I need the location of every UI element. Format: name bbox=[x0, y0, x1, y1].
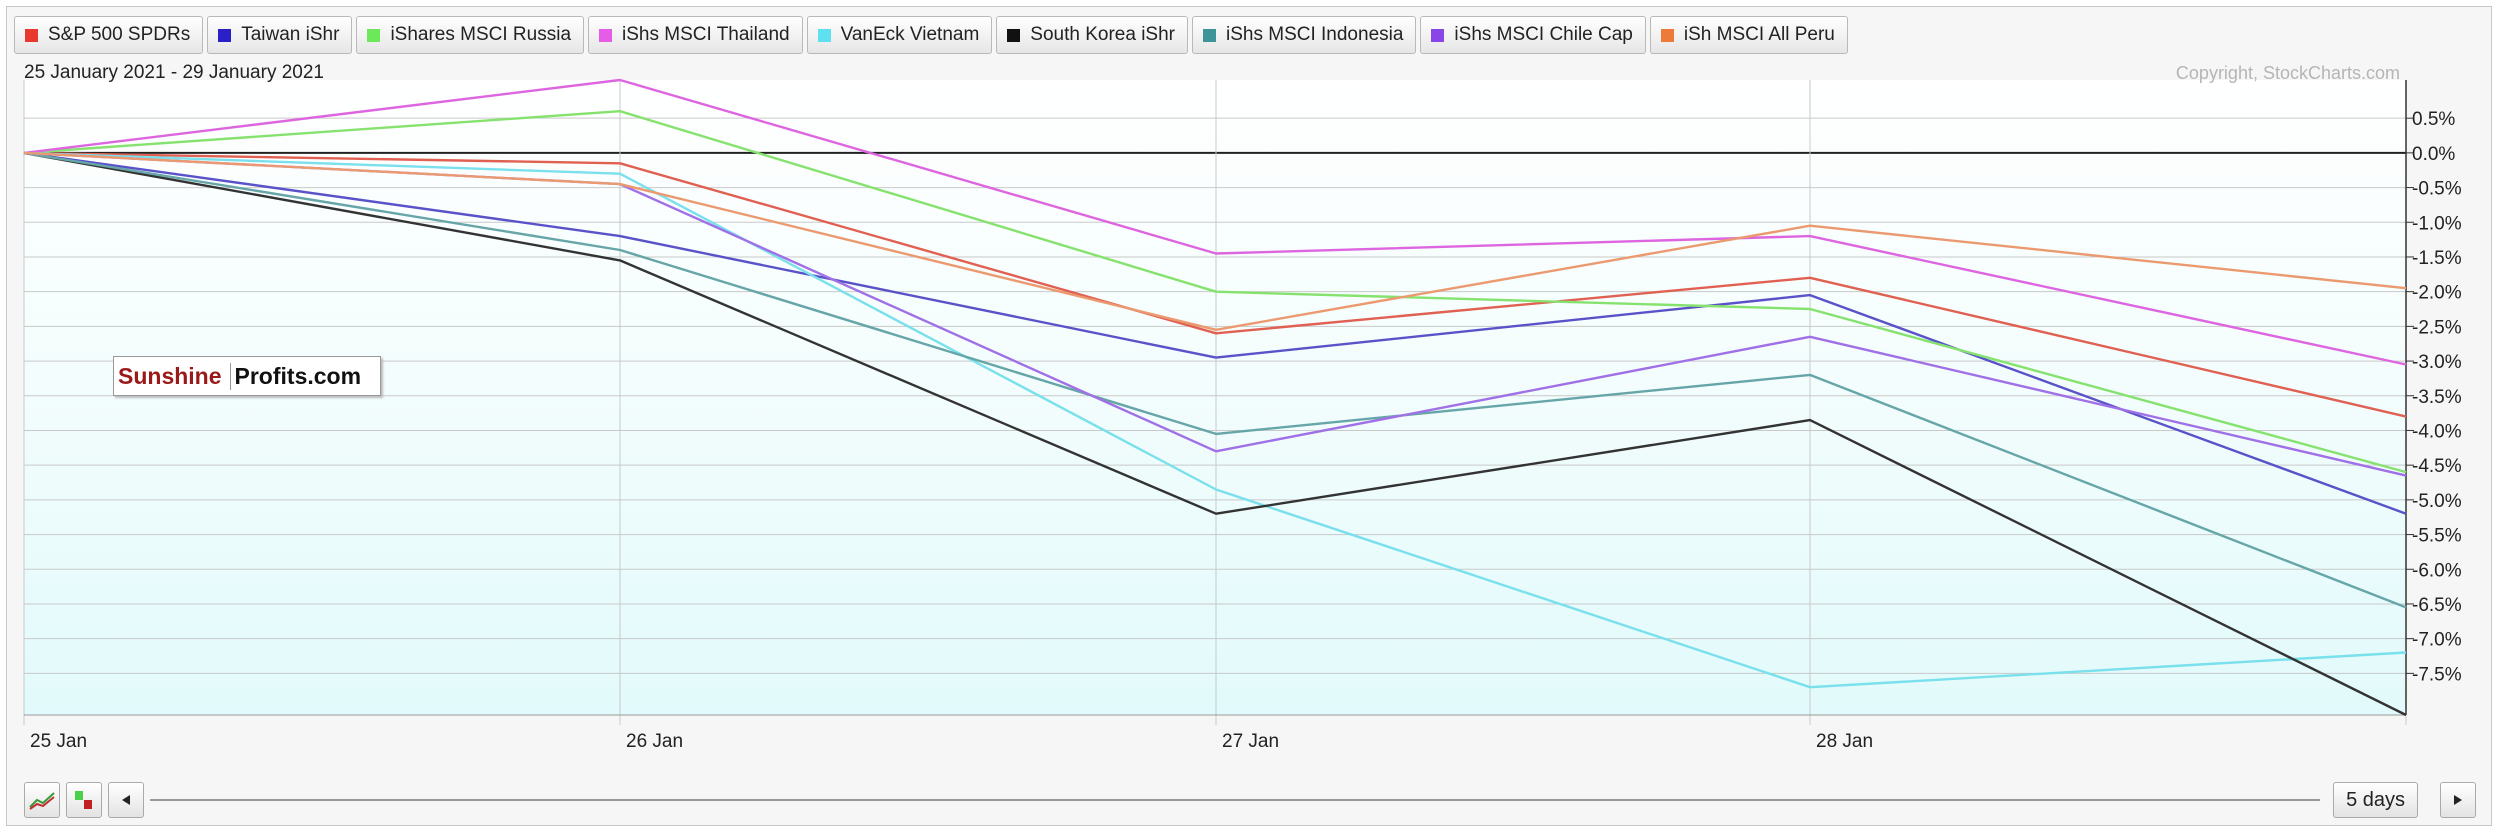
series-line-3 bbox=[23, 78, 2407, 366]
y-tick-label: -3.0% bbox=[2412, 352, 2462, 373]
y-tick-label: -3.5% bbox=[2412, 387, 2462, 408]
date-range: 25 January 2021 - 29 January 2021 bbox=[24, 62, 324, 83]
scroll-track[interactable] bbox=[150, 799, 2320, 801]
legend-label: iShs MSCI Chile Cap bbox=[1454, 24, 1633, 45]
y-tick-label: 0.5% bbox=[2412, 109, 2455, 130]
watermark-part2: Profits.com bbox=[234, 362, 362, 389]
series-line-0 bbox=[23, 151, 2407, 418]
legend-item-indonesia[interactable]: iShs MSCI Indonesia bbox=[1192, 16, 1417, 54]
series-line-2 bbox=[23, 109, 2407, 474]
legend-label: iShs MSCI Indonesia bbox=[1226, 24, 1404, 45]
y-tick-label: -6.5% bbox=[2412, 595, 2462, 616]
legend-label: iShares MSCI Russia bbox=[390, 24, 572, 45]
series-line-1 bbox=[23, 151, 2407, 515]
period-selector[interactable]: 5 days bbox=[2333, 782, 2418, 818]
legend-label: iShs MSCI Thailand bbox=[622, 24, 790, 45]
watermark-logo: Sunshine Profits.com bbox=[113, 356, 381, 396]
plot-background bbox=[24, 80, 2406, 715]
line-chart-icon[interactable] bbox=[24, 782, 60, 818]
legend-swatch bbox=[1431, 28, 1445, 42]
y-tick-label: -4.5% bbox=[2412, 456, 2462, 477]
legend-swatch bbox=[25, 28, 38, 42]
line-chart-glyph bbox=[29, 792, 55, 810]
y-tick-label: -7.0% bbox=[2412, 630, 2462, 651]
y-tick-label: -7.5% bbox=[2412, 664, 2462, 685]
legend-swatch bbox=[218, 28, 232, 42]
y-tick-label: 0.0% bbox=[2412, 144, 2455, 165]
legend-item-spy[interactable]: S&P 500 SPDRs bbox=[14, 16, 204, 54]
copyright-text: Copyright, StockCharts.com bbox=[2175, 63, 2400, 83]
right-arrow-icon[interactable] bbox=[2440, 782, 2476, 818]
series-line-5 bbox=[23, 151, 2407, 717]
y-tick-label: -1.0% bbox=[2412, 213, 2462, 234]
series-line-6 bbox=[23, 151, 2407, 609]
y-tick-label: -4.0% bbox=[2412, 421, 2462, 442]
x-tick-label: 25 Jan bbox=[30, 731, 87, 752]
legend-label: S&P 500 SPDRs bbox=[48, 24, 191, 45]
legend-label: South Korea iShr bbox=[1030, 24, 1175, 45]
legend-label: VanEck Vietnam bbox=[840, 24, 980, 45]
legend-item-vietnam[interactable]: VanEck Vietnam bbox=[806, 16, 993, 54]
legend-swatch bbox=[599, 28, 613, 42]
legend-swatch bbox=[1203, 28, 1216, 42]
legend-swatch bbox=[367, 28, 381, 42]
y-tick-label: -2.5% bbox=[2412, 317, 2462, 338]
legend-swatch bbox=[817, 28, 831, 42]
x-tick-label: 27 Jan bbox=[1222, 731, 1279, 752]
left-arrow-icon[interactable] bbox=[108, 782, 144, 818]
y-tick-label: -0.5% bbox=[2412, 179, 2462, 200]
legend-item-taiwan[interactable]: Taiwan iShr bbox=[207, 16, 353, 54]
legend-item-chile[interactable]: iShs MSCI Chile Cap bbox=[1420, 16, 1646, 54]
navigation-bar: 5 days bbox=[24, 782, 2476, 822]
left-arrow-glyph bbox=[122, 795, 130, 805]
bar-chart-icon[interactable] bbox=[66, 782, 102, 818]
y-tick-label: -6.0% bbox=[2412, 560, 2462, 581]
y-tick-label: -5.5% bbox=[2412, 526, 2462, 547]
legend-swatch bbox=[1660, 28, 1674, 42]
series-line-4 bbox=[23, 151, 2407, 689]
legend-item-peru[interactable]: iSh MSCI All Peru bbox=[1649, 16, 1848, 54]
y-tick-label: -2.0% bbox=[2412, 283, 2462, 304]
legend-label: Taiwan iShr bbox=[241, 24, 340, 45]
right-arrow-glyph bbox=[2454, 795, 2462, 805]
x-tick-label: 28 Jan bbox=[1816, 731, 1873, 752]
legend-label: iSh MSCI All Peru bbox=[1683, 24, 1835, 45]
legend-item-russia[interactable]: iShares MSCI Russia bbox=[356, 16, 585, 54]
legend-item-south-korea[interactable]: South Korea iShr bbox=[996, 16, 1188, 54]
legend: S&P 500 SPDRs Taiwan iShr iShares MSCI R… bbox=[14, 16, 1848, 56]
bar-chart-glyph bbox=[75, 791, 92, 809]
y-tick-label: -1.5% bbox=[2412, 248, 2462, 269]
watermark-part1: Sunshine bbox=[118, 362, 231, 390]
legend-swatch bbox=[1007, 28, 1021, 42]
y-tick-label: -5.0% bbox=[2412, 491, 2462, 512]
legend-item-thailand[interactable]: iShs MSCI Thailand bbox=[588, 16, 803, 54]
series-line-8 bbox=[23, 151, 2407, 331]
x-tick-label: 26 Jan bbox=[626, 731, 683, 752]
